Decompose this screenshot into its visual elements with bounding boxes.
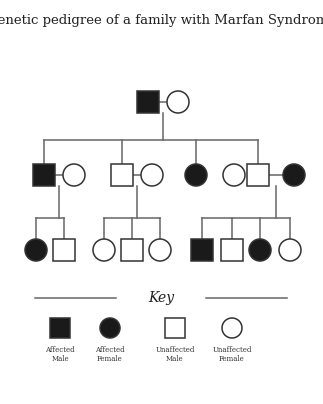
Circle shape [167,91,189,113]
Circle shape [222,318,242,338]
Bar [111,164,133,186]
Circle shape [249,239,271,261]
Bar [191,239,213,261]
Bar [247,164,269,186]
Bar [221,239,243,261]
Circle shape [93,239,115,261]
Bar [121,239,143,261]
Bar [53,239,75,261]
Bar [137,91,159,113]
Text: Unaffected
Female: Unaffected Female [212,346,252,363]
Circle shape [149,239,171,261]
Circle shape [25,239,47,261]
Text: Key: Key [148,291,174,305]
Bar [50,318,70,338]
Circle shape [185,164,207,186]
Circle shape [100,318,120,338]
Circle shape [283,164,305,186]
Bar [165,318,185,338]
Circle shape [279,239,301,261]
Bar [33,164,55,186]
Text: Affected
Male: Affected Male [45,346,75,363]
Text: Genetic pedigree of a family with Marfan Syndrome: Genetic pedigree of a family with Marfan… [0,14,323,27]
Circle shape [63,164,85,186]
Text: Affected
Female: Affected Female [95,346,125,363]
Text: Unaffected
Male: Unaffected Male [155,346,195,363]
Circle shape [141,164,163,186]
Circle shape [223,164,245,186]
